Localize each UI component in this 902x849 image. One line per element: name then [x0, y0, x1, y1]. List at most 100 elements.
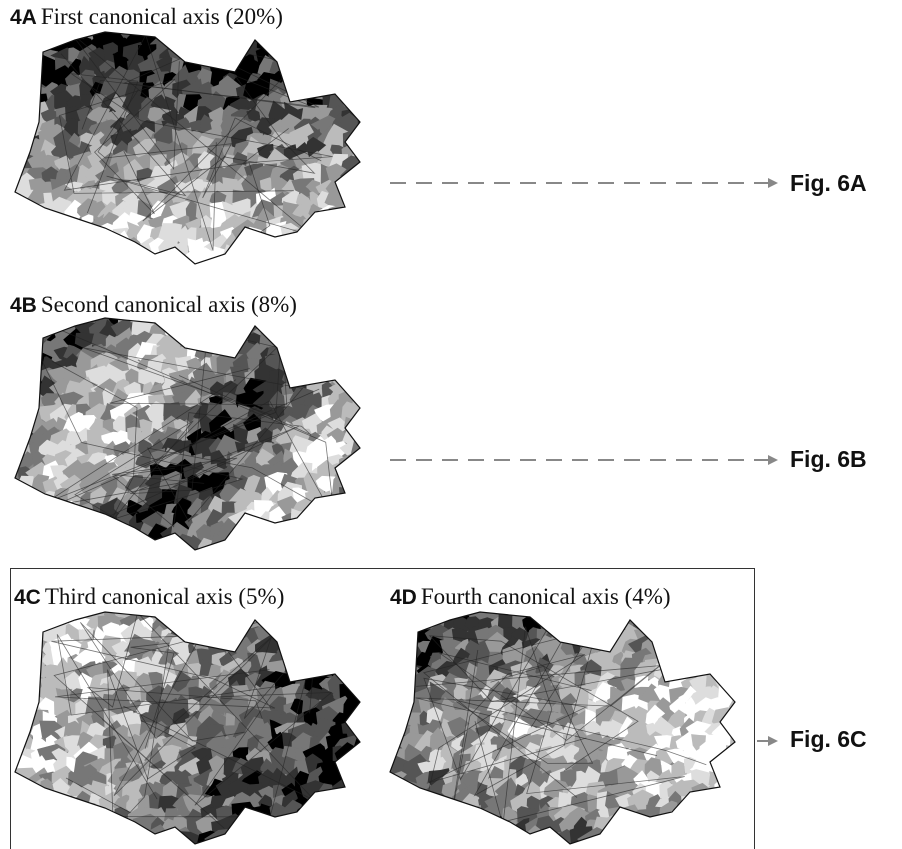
map-patch: [718, 639, 732, 655]
map-patch: [379, 650, 405, 670]
map-patch: [38, 215, 64, 233]
map-patch: [325, 609, 346, 636]
map-patch: [284, 25, 299, 41]
map-patch: [440, 828, 463, 849]
map-patch: [256, 820, 275, 835]
map-patch: [410, 817, 433, 839]
map-patch: [328, 303, 349, 332]
caption: 4AFirst canonical axis (20%): [10, 4, 283, 30]
map-patch: [377, 731, 397, 755]
map-patch: [382, 614, 397, 638]
map-patch: [395, 664, 410, 682]
map-patch: [3, 711, 23, 733]
map-patch: [716, 793, 741, 812]
map-patch: [318, 793, 336, 813]
map-patch: [18, 227, 35, 242]
map-patch: [291, 319, 314, 343]
map-patch: [104, 251, 122, 270]
map-patch: [344, 240, 357, 258]
map-patch: [174, 611, 194, 633]
map-patch: [20, 513, 36, 531]
map-patch: [680, 600, 701, 623]
map-patch: [586, 612, 603, 633]
map-patch: [328, 248, 352, 271]
map-patch: [329, 834, 348, 847]
map-patch: [337, 601, 361, 622]
caption: 4CThird canonical axis (5%): [14, 584, 284, 610]
map-patch: [29, 498, 51, 519]
map-patch: [701, 815, 725, 840]
map-patch: [2, 128, 25, 153]
map-patch: [18, 389, 38, 418]
map-patch: [382, 711, 401, 731]
map-patch: [28, 829, 55, 849]
map-patch: [283, 524, 298, 543]
map-patch: [342, 192, 358, 211]
map-patch: [383, 625, 398, 647]
map-patch: [256, 234, 279, 259]
map-patch: [17, 825, 36, 849]
map-patch: [330, 24, 346, 41]
map-patch: [732, 758, 746, 774]
map-patch: [297, 832, 313, 847]
map-patch: [199, 318, 216, 342]
map-patch: [113, 249, 133, 269]
map-patch: [291, 21, 314, 45]
map-patch: [319, 331, 339, 355]
map-patch: [402, 814, 423, 837]
map-patch: [158, 830, 182, 849]
map-patch: [18, 383, 34, 399]
map-patch: [295, 342, 312, 365]
map-patch: [453, 806, 471, 825]
map-patch: [668, 635, 690, 659]
map-patch: [126, 539, 141, 554]
map-patch: [705, 796, 723, 814]
map-patch: [17, 627, 35, 647]
map-patch: [675, 801, 704, 831]
map-patch: [29, 211, 49, 238]
map-patch: [331, 57, 351, 81]
map-patch: [6, 67, 22, 90]
map-patch: [271, 537, 287, 552]
map-patch: [313, 814, 336, 840]
map-patch: [318, 534, 340, 560]
map-patch: [186, 33, 210, 58]
map-patch: [341, 339, 358, 367]
map-patch: [329, 653, 347, 670]
map-patch: [21, 808, 34, 825]
map-patch: [343, 666, 358, 680]
map-patch: [20, 35, 34, 52]
map-patch: [357, 758, 373, 775]
map-patch: [610, 821, 626, 836]
map-patch: [607, 832, 624, 847]
map-patch: [355, 781, 376, 800]
map-patch: [389, 694, 412, 719]
map-patch: [355, 513, 375, 534]
map-patch: [318, 59, 339, 80]
map-patch: [290, 238, 313, 259]
map-patch: [293, 354, 315, 378]
map-patch: [175, 35, 193, 56]
map-patch: [107, 534, 133, 562]
map-patch: [358, 453, 373, 470]
map-patch: [69, 524, 87, 546]
map-patch: [1, 730, 25, 756]
map-patch: [354, 487, 371, 508]
map-patch: [98, 829, 122, 848]
map-patch: [338, 611, 367, 638]
map-patch: [353, 178, 372, 201]
map-patch: [315, 235, 337, 256]
map-patch: [356, 236, 379, 262]
maps-layer: [0, 0, 902, 849]
map-patch: [65, 816, 87, 838]
map-patch: [222, 332, 238, 353]
map-patch: [6, 236, 26, 256]
map-patch: [692, 829, 715, 849]
map-patch: [78, 250, 94, 270]
map-patch: [442, 807, 458, 824]
map-patch: [727, 792, 748, 818]
map-patch: [699, 613, 727, 634]
map-patch: [54, 833, 70, 849]
map-patch: [351, 477, 377, 496]
map-patch: [234, 246, 253, 276]
